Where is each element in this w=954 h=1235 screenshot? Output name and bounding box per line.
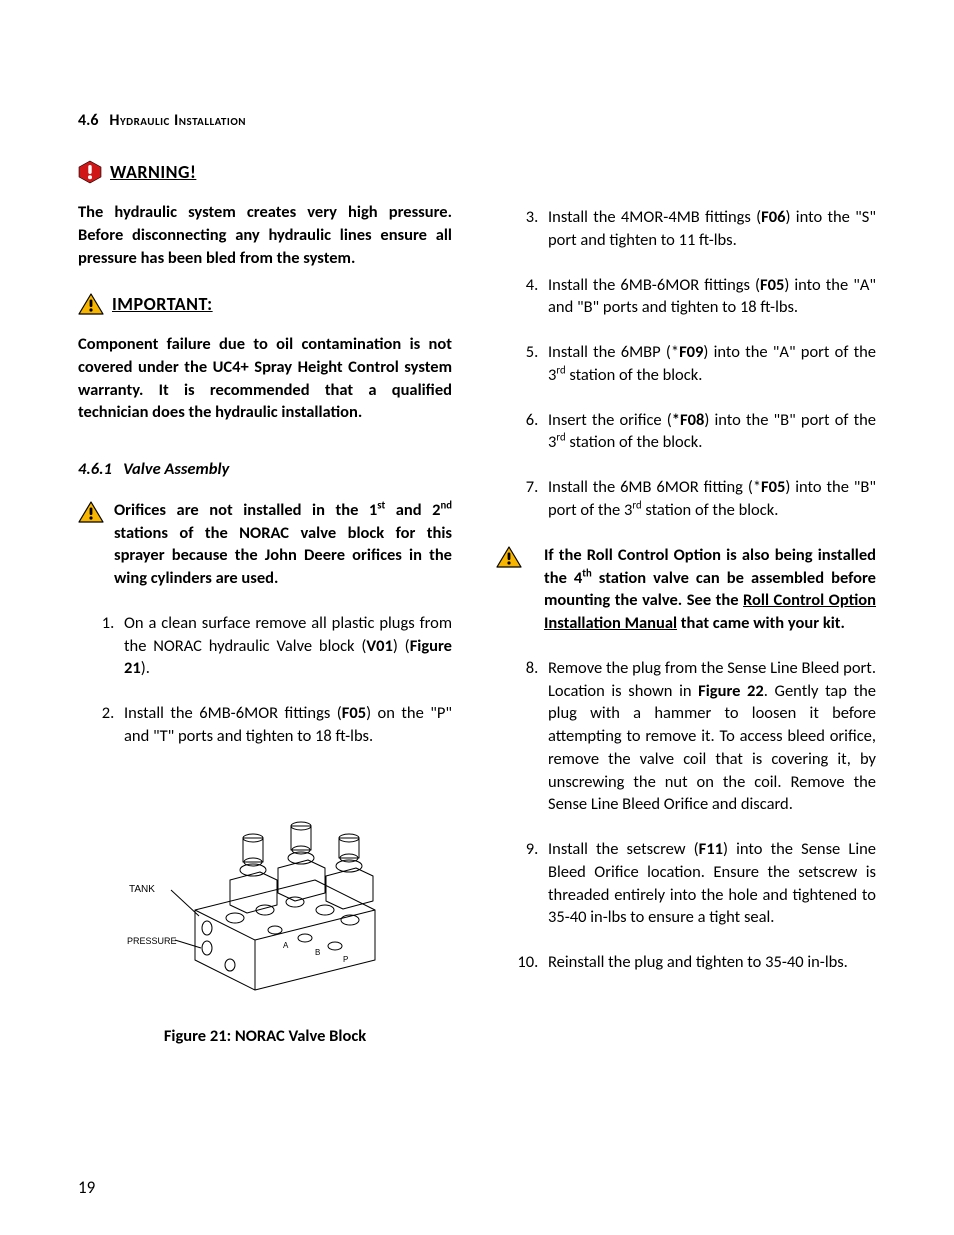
- pressure-label: PRESSURE: [127, 936, 177, 946]
- subsection-heading: 4.6.1 Valve Assembly: [78, 458, 452, 481]
- step-item: Install the 6MB-6MOR fittings (F05) into…: [542, 274, 876, 320]
- right-column: Install the 4MOR-4MB fittings (F06) into…: [502, 160, 876, 1047]
- section-heading: 4.6 Hydraulic Installation: [78, 110, 876, 132]
- steps-list-right-2: Remove the plug from the Sense Line Blee…: [502, 657, 876, 974]
- figure-21: TANK PRESSURE A B P Figure 21: NORAC Val…: [78, 770, 452, 1048]
- subsection-number: 4.6.1: [78, 459, 112, 479]
- important-label: IMPORTANT:: [112, 292, 213, 317]
- step-item: On a clean surface remove all plastic pl…: [118, 612, 452, 680]
- warning-label: WARNING!: [110, 160, 196, 185]
- svg-text:A: A: [283, 941, 289, 950]
- step-item: Insert the orifice (*F08) into the "B" p…: [542, 409, 876, 455]
- section-title: Hydraulic Installation: [109, 111, 246, 130]
- svg-text:P: P: [343, 955, 348, 964]
- note-text: Orifices are not installed in the 1: [114, 500, 377, 520]
- caution-icon: [496, 546, 522, 568]
- valve-block-diagram: TANK PRESSURE A B P: [125, 770, 405, 1000]
- important-text: Component failure due to oil contaminati…: [78, 333, 452, 424]
- page-number: 19: [78, 1176, 95, 1199]
- section-number: 4.6: [78, 111, 99, 130]
- left-column: WARNING! The hydraulic system creates ve…: [78, 160, 452, 1047]
- orifice-note: Orifices are not installed in the 1st an…: [78, 499, 452, 590]
- warning-icon: [78, 160, 102, 184]
- roll-control-note: If the Roll Control Option is also being…: [496, 544, 876, 635]
- subsection-title: Valve Assembly: [123, 459, 229, 479]
- step-item: Remove the plug from the Sense Line Blee…: [542, 657, 876, 816]
- steps-list-left: On a clean surface remove all plastic pl…: [78, 612, 452, 748]
- steps-list-right-1: Install the 4MOR-4MB fittings (F06) into…: [502, 206, 876, 522]
- figure-caption: Figure 21: NORAC Valve Block: [78, 1025, 452, 1048]
- caution-icon: [78, 293, 104, 315]
- caution-icon: [78, 501, 104, 523]
- step-item: Install the 6MBP (*F09) into the "A" por…: [542, 341, 876, 387]
- step-item: Install the 6MB 6MOR fitting (*F05) into…: [542, 476, 876, 522]
- warning-text: The hydraulic system creates very high p…: [78, 201, 452, 269]
- tank-label: TANK: [129, 884, 155, 895]
- page: 4.6 Hydraulic Installation WARNING! The …: [0, 0, 954, 1235]
- step-item: Install the setscrew (F11) into the Sens…: [542, 838, 876, 929]
- step-item: Reinstall the plug and tighten to 35-40 …: [542, 951, 876, 974]
- step-item: Install the 6MB-6MOR fittings (F05) on t…: [118, 702, 452, 748]
- svg-text:B: B: [315, 948, 320, 957]
- step-item: Install the 4MOR-4MB fittings (F06) into…: [542, 206, 876, 252]
